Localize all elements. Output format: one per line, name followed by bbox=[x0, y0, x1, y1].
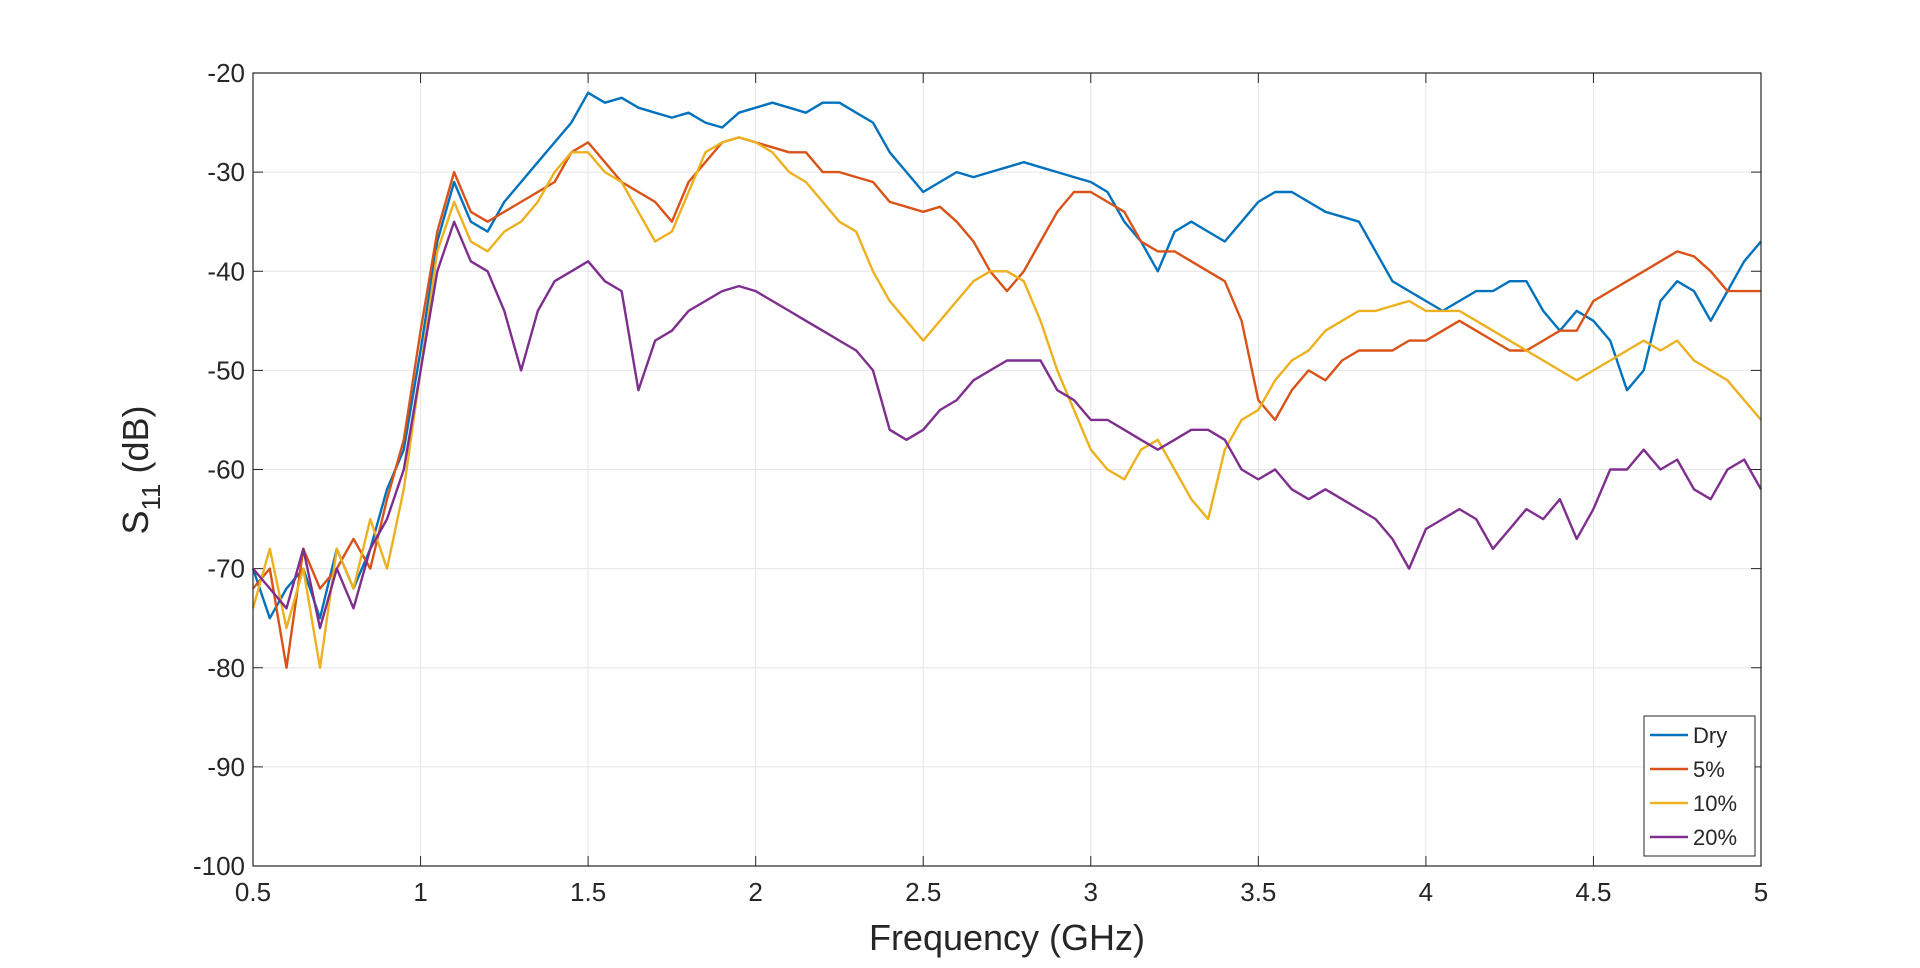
x-tick-label: 4.5 bbox=[1575, 877, 1611, 907]
y-axis-label-unit: (dB) bbox=[115, 405, 156, 473]
series-line bbox=[251, 91, 1762, 620]
x-tick-label: 3.5 bbox=[1240, 877, 1276, 907]
y-axis-label: S11 (dB) bbox=[115, 405, 166, 534]
x-axis-label: Frequency (GHz) bbox=[869, 917, 1145, 958]
x-tick-label: 3 bbox=[1084, 877, 1098, 907]
x-tick-label: 5 bbox=[1754, 877, 1768, 907]
x-tick-label: 2 bbox=[748, 877, 762, 907]
x-tick-label: 1 bbox=[413, 877, 427, 907]
legend: Dry 5% 10% 20% bbox=[1643, 715, 1756, 857]
y-tick-label: -50 bbox=[207, 355, 245, 385]
plot-frame bbox=[252, 72, 1762, 867]
x-tick-label: 4 bbox=[1419, 877, 1433, 907]
legend-label: Dry bbox=[1693, 723, 1727, 748]
series-line bbox=[252, 136, 1761, 669]
x-tick-label: 2.5 bbox=[905, 877, 941, 907]
y-tick-label: -20 bbox=[207, 58, 245, 88]
series-line bbox=[251, 136, 1762, 669]
legend-label: 5% bbox=[1693, 757, 1725, 782]
y-tick-label: -40 bbox=[207, 256, 245, 286]
legend-box bbox=[1643, 715, 1756, 857]
x-tick-label: 0.5 bbox=[235, 877, 271, 907]
y-tick-label: -30 bbox=[207, 157, 245, 187]
y-tick-label: -90 bbox=[207, 752, 245, 782]
legend-label: 20% bbox=[1693, 825, 1737, 850]
x-tick-label: 1.5 bbox=[570, 877, 606, 907]
y-tick-label: -100 bbox=[193, 851, 245, 881]
y-axis-label-main: S bbox=[115, 511, 156, 535]
y-axis-label-sub: 11 bbox=[136, 484, 166, 511]
y-tick-label: -80 bbox=[207, 653, 245, 683]
series-line bbox=[252, 220, 1763, 630]
y-tick-label: -60 bbox=[207, 455, 245, 485]
legend-label: 10% bbox=[1693, 791, 1737, 816]
y-tick-label: -70 bbox=[207, 554, 245, 584]
